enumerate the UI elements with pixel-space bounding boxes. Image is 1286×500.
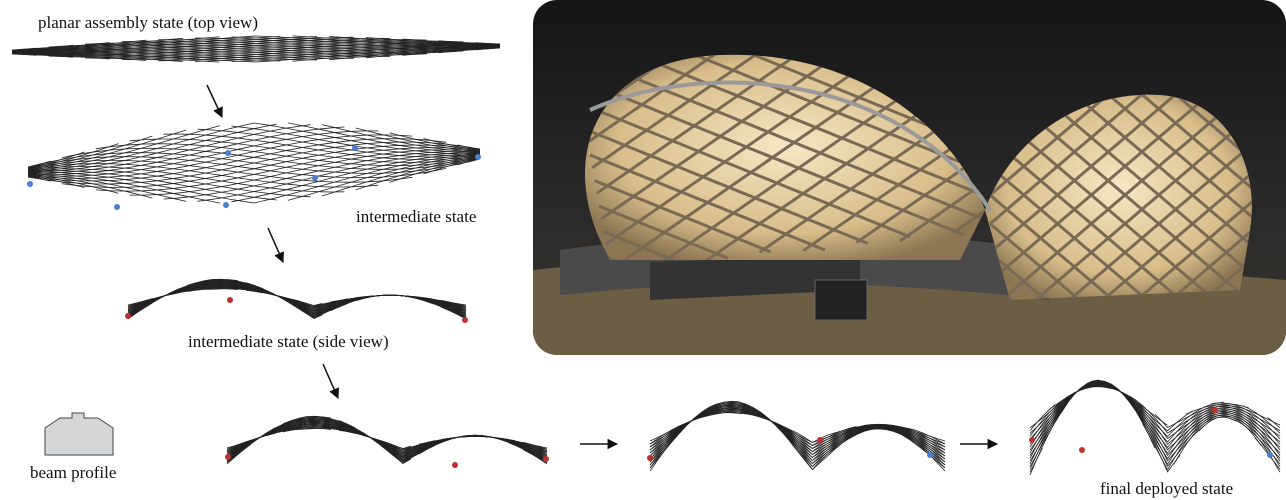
mesh-line	[650, 433, 680, 468]
mesh-line	[1030, 382, 1280, 475]
mesh-line	[227, 424, 515, 458]
node	[125, 313, 131, 319]
node	[225, 150, 231, 156]
mesh-line	[227, 420, 547, 465]
mesh-line	[227, 422, 491, 462]
arrow	[268, 228, 283, 262]
node	[227, 297, 233, 303]
arrow	[207, 85, 222, 117]
mesh-line	[650, 409, 916, 461]
node	[927, 452, 933, 458]
node	[1267, 452, 1273, 458]
label: final deployed state	[1100, 479, 1233, 498]
mesh-line	[227, 423, 491, 459]
node	[27, 181, 33, 187]
label: planar assembly state (top view)	[38, 13, 258, 32]
node	[114, 204, 120, 210]
mesh-line	[128, 288, 263, 311]
arrow	[323, 364, 338, 398]
mesh-line	[28, 139, 446, 181]
render	[533, 0, 1286, 355]
label: beam profile	[30, 463, 116, 482]
node	[225, 454, 231, 460]
mesh-line	[128, 285, 407, 315]
mesh-line	[1030, 383, 1249, 470]
node	[817, 437, 823, 443]
mesh-line	[1061, 381, 1280, 453]
mesh-line	[259, 426, 547, 462]
node	[223, 202, 229, 208]
mesh-line	[650, 406, 916, 469]
node	[1212, 407, 1218, 413]
mesh-line	[227, 427, 355, 455]
node	[1079, 447, 1085, 453]
node	[543, 456, 549, 462]
mesh-line	[886, 430, 945, 465]
beam-profile	[45, 413, 113, 455]
node	[475, 154, 481, 160]
mesh-line	[283, 427, 547, 461]
label: intermediate state (side view)	[188, 332, 389, 351]
node	[647, 455, 653, 461]
node	[1029, 437, 1035, 443]
mesh-line	[1030, 385, 1261, 456]
figure: planar assembly state (top view) interme…	[0, 0, 1286, 500]
label: intermediate state	[356, 207, 476, 226]
node	[312, 175, 318, 181]
mesh-line	[128, 283, 432, 318]
mesh-line	[1030, 384, 1236, 461]
node	[452, 462, 458, 468]
mesh-line	[680, 411, 946, 468]
mesh-line	[1268, 417, 1281, 427]
mesh-line	[650, 404, 945, 471]
node	[352, 145, 358, 151]
node	[462, 317, 468, 323]
mesh-line	[128, 283, 407, 316]
mesh-line	[128, 285, 432, 314]
mesh-line	[62, 145, 480, 187]
mesh-line	[227, 421, 515, 463]
